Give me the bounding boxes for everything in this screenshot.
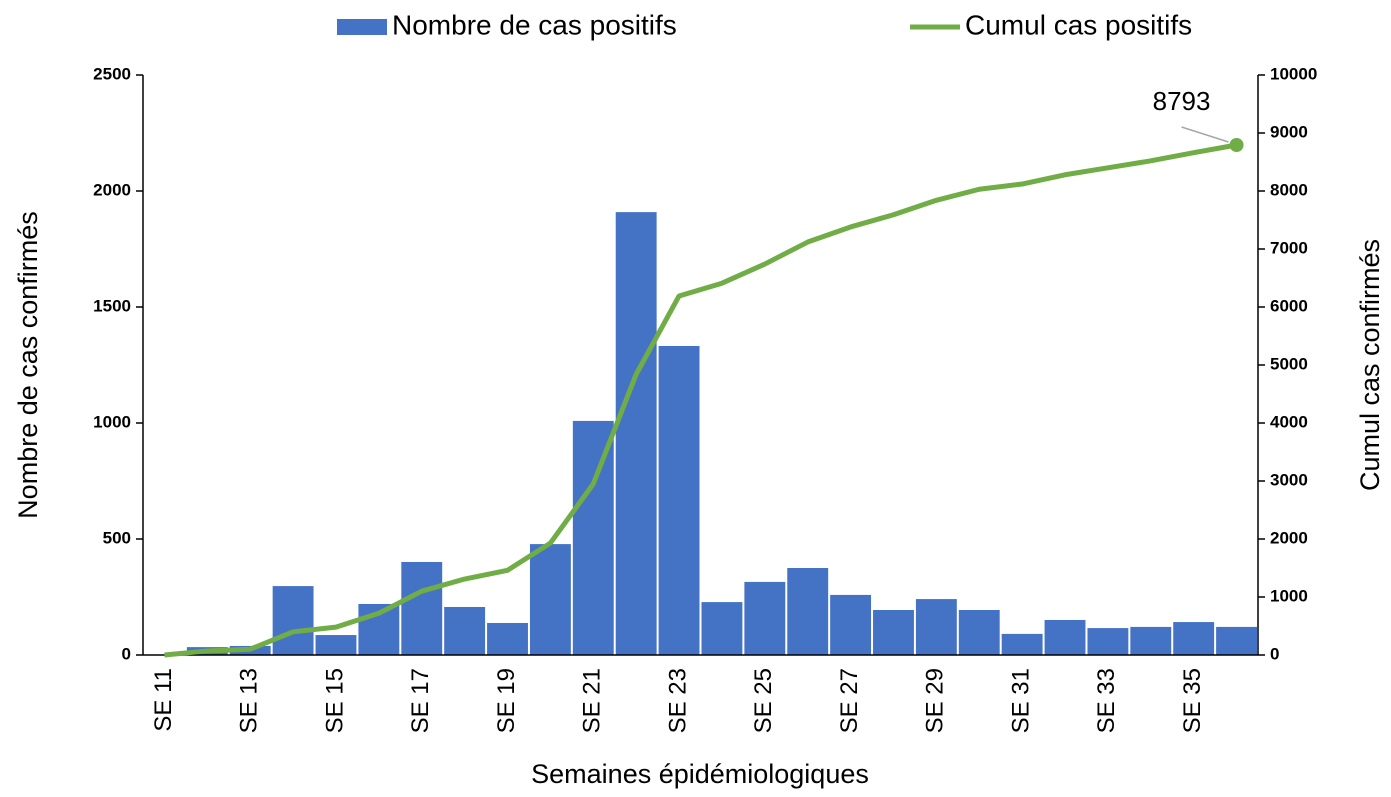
y2-tick-label: 5000 xyxy=(1270,354,1308,373)
y-tick-label: 1000 xyxy=(93,412,131,431)
bar xyxy=(401,561,443,655)
bar xyxy=(1001,633,1043,655)
x-tick-label: SE 25 xyxy=(750,668,777,733)
y2-tick-label: 8000 xyxy=(1270,180,1308,199)
bar xyxy=(1044,619,1086,655)
bar xyxy=(787,568,829,655)
y-tick-label: 2500 xyxy=(93,64,131,83)
bar xyxy=(701,602,743,655)
y2-tick-label: 7000 xyxy=(1270,238,1308,257)
x-tick-label: SE 35 xyxy=(1179,668,1206,733)
bar xyxy=(873,609,914,655)
y-tick-label: 2000 xyxy=(93,180,131,199)
leader-line xyxy=(1181,126,1229,143)
x-tick-label: SE 23 xyxy=(664,668,691,733)
data-label: 8793 xyxy=(1153,86,1211,116)
y-axis-title: Nombre de cas confirmés xyxy=(13,211,43,519)
y2-tick-label: 3000 xyxy=(1270,470,1308,489)
bar xyxy=(487,622,528,655)
bar xyxy=(744,581,786,655)
bar xyxy=(615,212,657,655)
y2-tick-label: 4000 xyxy=(1270,412,1308,431)
y2-tick-label: 2000 xyxy=(1270,528,1308,547)
bar xyxy=(915,599,957,655)
bar xyxy=(658,345,700,655)
legend-label: Nombre de cas positifs xyxy=(392,9,677,40)
bar xyxy=(830,594,872,655)
bar xyxy=(529,544,571,655)
y2-tick-label: 1000 xyxy=(1270,586,1308,605)
x-tick-label: SE 21 xyxy=(579,668,606,733)
y2-tick-label: 0 xyxy=(1270,644,1279,663)
legend-swatch xyxy=(337,19,387,35)
y2-tick-label: 10000 xyxy=(1270,64,1317,83)
x-tick-label: SE 15 xyxy=(321,668,348,733)
bar xyxy=(1087,628,1129,655)
x-tick-label: SE 11 xyxy=(150,668,177,732)
bar xyxy=(315,635,357,655)
x-tick-label: SE 13 xyxy=(236,668,263,733)
bar xyxy=(572,420,614,655)
x-tick-label: SE 27 xyxy=(836,668,863,733)
bar xyxy=(1173,622,1215,655)
bar xyxy=(272,586,314,655)
y-tick-label: 1500 xyxy=(93,296,131,315)
bar xyxy=(1216,626,1257,655)
bar xyxy=(1130,626,1172,655)
point-marker xyxy=(1229,138,1244,153)
x-tick-label: SE 29 xyxy=(922,668,949,733)
y-tick-label: 500 xyxy=(103,528,131,547)
y2-tick-label: 9000 xyxy=(1270,122,1308,141)
y2-tick-label: 6000 xyxy=(1270,296,1308,315)
bar xyxy=(958,609,1000,655)
x-tick-label: SE 19 xyxy=(493,668,520,733)
y2-axis-title: Cumul cas confirmés xyxy=(1355,239,1385,491)
line xyxy=(164,142,1238,658)
legend-label: Cumul cas positifs xyxy=(965,9,1192,40)
bar xyxy=(444,606,486,655)
x-tick-label: SE 33 xyxy=(1093,668,1120,733)
x-tick-label: SE 31 xyxy=(1007,668,1034,733)
y-tick-label: 0 xyxy=(122,644,131,663)
x-axis-title: Semaines épidémiologiques xyxy=(531,759,869,789)
x-tick-label: SE 17 xyxy=(407,668,434,733)
